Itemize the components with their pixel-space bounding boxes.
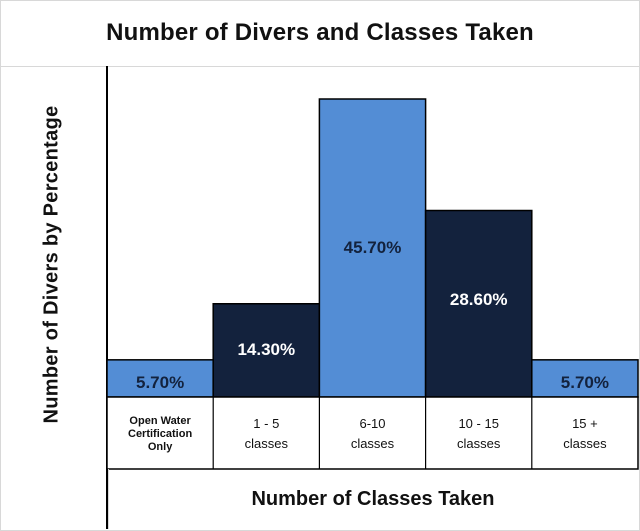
tick-label-2: 6-10 classes (351, 416, 395, 451)
tick-label-1: 1 - 5 classes (245, 416, 289, 451)
tick-label-0: Open Water Certification Only (128, 415, 192, 453)
x-axis-label-container: Number of Classes Taken (108, 470, 638, 528)
tick-label-line: Certification (128, 428, 192, 440)
x-axis-label-panel (108, 469, 639, 529)
data-label-3: 28.60% (450, 290, 508, 309)
data-label-4: 5.70% (561, 373, 609, 392)
data-label-1: 14.30% (237, 340, 295, 359)
tick-label-3: 10 - 15 classes (457, 416, 501, 451)
data-label-0: 5.70% (136, 373, 184, 392)
tick-label-line: 1 - 5 (253, 416, 279, 431)
tick-label-line: 15 + (572, 416, 598, 431)
tick-label-line: Only (148, 441, 173, 453)
tick-label-line: classes (245, 436, 289, 451)
tick-label-line: 6-10 (359, 416, 385, 431)
title-bar: Number of Divers and Classes Taken (0, 0, 640, 67)
tick-label-line: classes (457, 436, 501, 451)
data-label-2: 45.70% (344, 238, 402, 257)
tick-label-4: 15 + classes (563, 416, 607, 451)
tick-label-line: classes (351, 436, 395, 451)
bar-4 (531, 359, 639, 398)
category-row (106, 396, 639, 470)
tick-label-line: Open Water (129, 415, 191, 427)
x-axis-label: Number of Classes Taken (251, 487, 495, 510)
chart-title: Number of Divers and Classes Taken (106, 19, 534, 46)
tick-label-line: 10 - 15 (458, 416, 498, 431)
tick-label-line: classes (563, 436, 607, 451)
bar-2 (318, 98, 427, 398)
